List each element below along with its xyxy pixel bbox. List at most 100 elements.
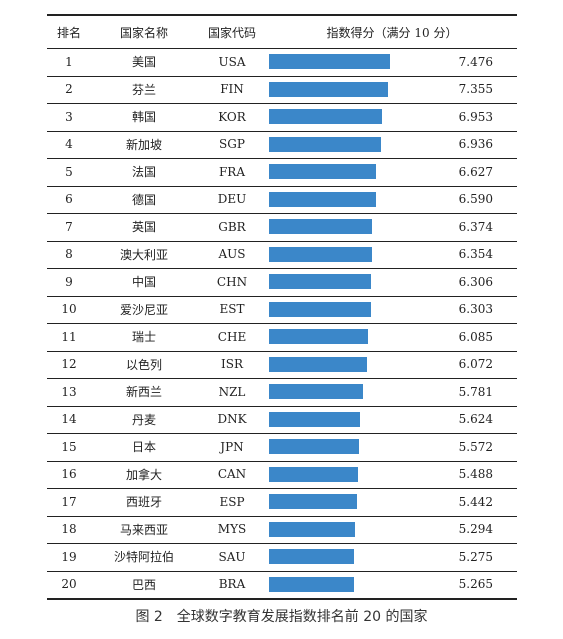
country-name-cell: 中国 [131,275,156,290]
table-row: 6 德国 DEU 6.590 [47,186,517,214]
country-code-cell: DNK [217,412,247,427]
rank-cell: 6 [65,192,73,207]
table-row: 5 法国 FRA 6.627 [47,158,517,187]
table-row: 1 美国 USA 7.476 [47,48,517,77]
header-score: 指数得分（满分 10 分） [326,25,458,40]
rank-cell: 5 [65,164,73,179]
score-value: 5.442 [458,494,493,509]
country-code-cell: DEU [217,192,247,207]
country-name-cell: 加拿大 [125,467,162,482]
score-bar [269,191,376,207]
score-bar [269,466,358,482]
country-code-cell: CAN [217,467,247,482]
country-code-cell: BRA [218,577,246,592]
country-name-cell: 韩国 [131,110,156,125]
score-value: 6.590 [458,192,493,207]
country-code-cell: EST [219,302,245,317]
score-value: 6.374 [458,219,493,234]
table-row: 12 以色列 ISR 6.072 [47,351,517,379]
score-bar [269,54,391,69]
table-row: 20 巴西 BRA 5.265 [47,571,517,600]
score-bar [269,219,373,234]
country-code-cell: CHE [217,329,247,344]
rank-cell: 18 [61,522,77,537]
rank-cell: 11 [61,329,77,344]
country-code-cell: MYS [217,522,247,537]
score-value: 5.572 [458,439,493,454]
country-name-cell: 英国 [131,220,156,235]
rank-cell: 1 [65,54,73,69]
rank-cell: 12 [61,357,77,372]
score-bar [269,576,355,592]
table-row: 14 丹麦 DNK 5.624 [47,406,517,434]
score-value: 6.303 [458,302,493,317]
rank-cell: 17 [61,494,77,509]
score-bar [269,136,382,152]
country-name-cell: 西班牙 [125,495,162,510]
table-row: 19 沙特阿拉伯 SAU 5.275 [47,543,517,572]
score-bar [269,274,372,289]
rank-cell: 13 [61,384,77,399]
score-bar [269,494,358,509]
header-rank: 排名 [56,25,81,40]
table-row: 16 加拿大 CAN 5.488 [47,461,517,489]
score-value: 5.781 [458,384,493,399]
country-code-cell: NZL [218,384,246,399]
score-bar [269,439,360,454]
score-value: 5.275 [458,549,493,564]
country-code-cell: JPN [220,439,244,454]
score-bar [269,164,377,179]
country-name-cell: 新加坡 [125,137,162,152]
score-value: 5.294 [458,522,493,537]
table-row: 18 马来西亚 MYS 5.294 [47,516,517,544]
score-bar [269,384,363,399]
score-bar [269,521,355,537]
score-value: 6.354 [458,247,493,262]
country-code-cell: CHN [216,274,248,289]
table-row: 2 芬兰 FIN 7.355 [47,76,517,104]
score-value: 6.085 [458,329,493,344]
country-code-cell: SAU [218,549,246,564]
rank-cell: 20 [61,577,77,592]
score-value: 5.624 [458,412,493,427]
score-value: 5.265 [458,577,493,592]
country-name-cell: 爱沙尼亚 [119,302,168,317]
country-code-cell: SGP [219,137,245,152]
country-name-cell: 日本 [131,440,156,455]
table-row: 13 新西兰 NZL 5.781 [47,378,517,407]
score-bar [269,329,368,344]
score-value: 7.355 [458,82,493,97]
table-row: 7 英国 GBR 6.374 [47,213,517,242]
table-row: 11 瑞士 CHE 6.085 [47,323,517,352]
score-bar [269,81,389,97]
score-value: 6.953 [458,109,493,124]
table-row: 10 爱沙尼亚 EST 6.303 [47,296,517,324]
score-bar [269,411,361,427]
country-code-cell: AUS [218,247,246,262]
score-value: 6.072 [458,357,493,372]
country-name-cell: 新西兰 [125,385,162,400]
country-code-cell: ISR [221,357,243,372]
rank-cell: 8 [65,247,73,262]
figure-caption: 图 2 全球数字教育发展指数排名前 20 的国家 [135,609,428,625]
country-code-cell: ESP [219,494,245,509]
country-name-cell: 澳大利亚 [119,247,168,262]
rank-cell: 15 [61,439,77,454]
rank-cell: 2 [65,82,73,97]
country-name-cell: 瑞士 [131,330,156,345]
score-value: 6.627 [458,164,493,179]
score-value: 6.306 [458,274,493,289]
score-value: 6.936 [458,137,493,152]
country-name-cell: 马来西亚 [119,522,168,537]
rank-cell: 7 [65,219,73,234]
country-name-cell: 巴西 [131,577,156,592]
header-country-name: 国家名称 [119,25,168,40]
country-name-cell: 沙特阿拉伯 [113,550,174,565]
score-bar [269,549,355,564]
score-bar [269,356,368,372]
rank-cell: 19 [61,549,77,564]
table-row: 9 中国 CHN 6.306 [47,268,517,297]
table-header: 排名 国家名称 国家代码 指数得分（满分 10 分） [47,14,517,49]
score-bar [269,109,382,124]
country-code-cell: FIN [220,82,244,97]
